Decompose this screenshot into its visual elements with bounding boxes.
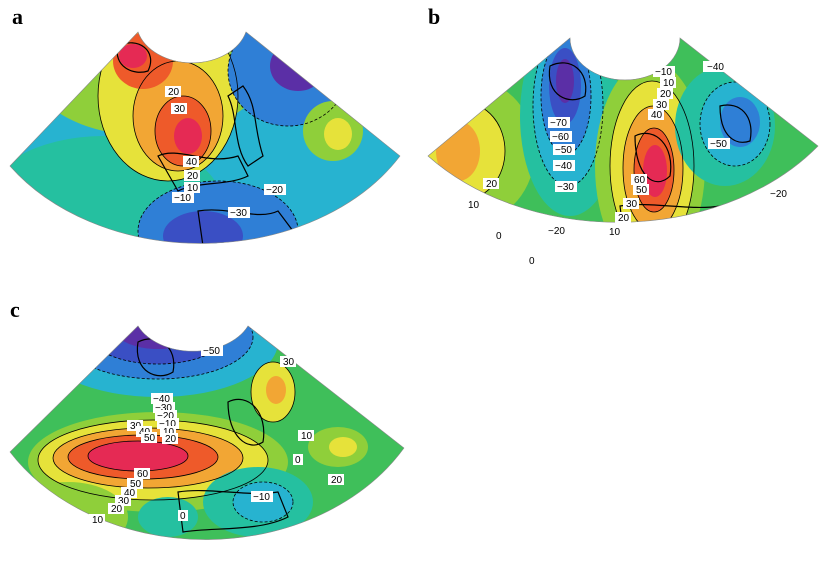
contour-labels-a: 20 30 40 20 10 −10 −20 −30 — [165, 86, 286, 219]
map-c-field — [10, 326, 404, 540]
contour-labels-b: −10 −40 −70 −60 −50 −40 −30 −20 −50 20 1… — [465, 61, 790, 267]
contour-label: 10 — [163, 427, 175, 438]
contour-label: −20 — [770, 189, 787, 200]
contour-label: 50 — [130, 479, 142, 490]
contour-label: 20 — [111, 504, 123, 515]
contour-label: 0 — [295, 455, 301, 466]
contour-label: −70 — [550, 118, 567, 129]
contour-label: 60 — [634, 175, 646, 186]
contour-label: −30 — [230, 208, 247, 219]
contour-label: 20 — [331, 475, 343, 486]
contour-label: 10 — [301, 431, 313, 442]
contour-label: 20 — [618, 213, 630, 224]
contour-label: −10 — [253, 492, 270, 503]
contour-label: −30 — [557, 182, 574, 193]
contour-label: 30 — [118, 496, 130, 507]
contour-label: −10 — [655, 67, 672, 78]
contour-label: 30 — [626, 199, 638, 210]
contour-label: −50 — [710, 139, 727, 150]
contour-label: −50 — [555, 145, 572, 156]
map-a-field — [10, 32, 400, 244]
contour-label: 20 — [165, 434, 177, 445]
contour-label: 20 — [187, 171, 199, 182]
contour-label: 10 — [609, 227, 621, 238]
contour-label: −30 — [155, 403, 172, 414]
panel-letter-c: c — [10, 297, 20, 322]
contour-label: −20 — [157, 411, 174, 422]
contour-label: −40 — [555, 161, 572, 172]
contour-label: 50 — [636, 185, 648, 196]
contour-label: 30 — [174, 104, 186, 115]
contour-label: −40 — [707, 62, 724, 73]
contour-label: 10 — [92, 515, 104, 526]
contour-label: 10 — [663, 78, 675, 89]
contour-label: 60 — [137, 469, 149, 480]
map-panel-b: −10 −40 −70 −60 −50 −40 −30 −20 −50 20 1… — [427, 37, 819, 267]
contour-label: 0 — [496, 231, 502, 242]
contour-label: −10 — [174, 193, 191, 204]
contour-label: 10 — [468, 200, 480, 211]
panel-letter-b: b — [428, 4, 441, 29]
contour-label: −20 — [266, 185, 283, 196]
map-panel-c: −50 30 −40 −30 −20 −10 10 20 30 40 50 60… — [9, 325, 405, 540]
contour-label: 0 — [529, 256, 535, 267]
contour-labels-c: −50 30 −40 −30 −20 −10 10 20 30 40 50 60… — [89, 345, 344, 526]
contour-label: −10 — [159, 419, 176, 430]
contour-label: 40 — [186, 157, 198, 168]
contour-label: 20 — [660, 89, 672, 100]
panel-letter-a: a — [12, 4, 23, 29]
contour-label: −60 — [552, 132, 569, 143]
contour-label: 20 — [486, 179, 498, 190]
contour-label: −20 — [548, 226, 565, 237]
contour-label: 30 — [656, 100, 668, 111]
contour-label: 50 — [144, 433, 156, 444]
contour-label: 40 — [124, 488, 136, 499]
contour-label: 10 — [187, 183, 199, 194]
map-panel-a: 20 30 40 20 10 −10 −20 −30 — [9, 31, 401, 244]
contour-label: −50 — [203, 346, 220, 357]
map-b-field — [428, 38, 818, 223]
contour-label: 30 — [130, 421, 142, 432]
contour-label: −40 — [153, 394, 170, 405]
contour-label: 20 — [168, 87, 180, 98]
contour-label: 40 — [651, 110, 663, 121]
contour-label: 30 — [283, 357, 295, 368]
contour-label: 0 — [180, 511, 186, 522]
